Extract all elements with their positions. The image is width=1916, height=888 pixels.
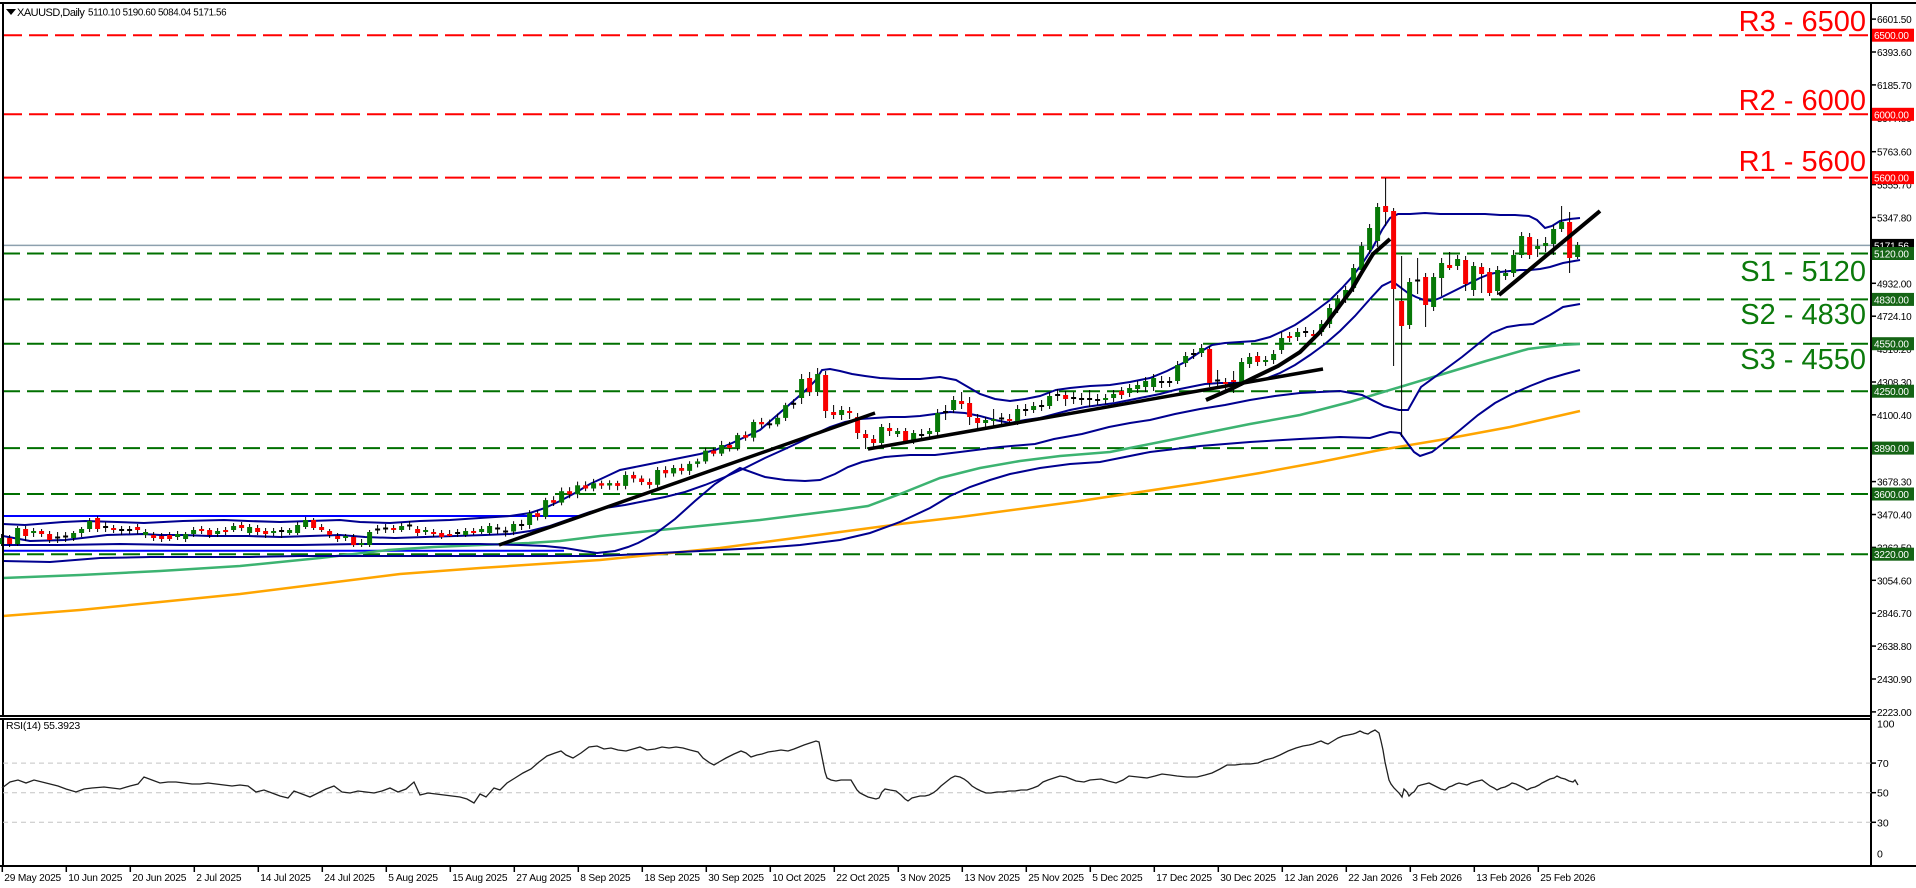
svg-text:22 Oct 2025: 22 Oct 2025: [836, 873, 890, 884]
svg-text:S1 - 5120: S1 - 5120: [1740, 256, 1866, 288]
svg-text:5347.80: 5347.80: [1877, 214, 1912, 225]
svg-text:3678.30: 3678.30: [1877, 478, 1912, 489]
svg-text:4516.20: 4516.20: [1877, 345, 1912, 356]
svg-text:3054.60: 3054.60: [1877, 576, 1912, 587]
svg-text:5120.00: 5120.00: [1874, 250, 1909, 261]
svg-text:2846.70: 2846.70: [1877, 609, 1912, 620]
svg-text:2223.00: 2223.00: [1877, 708, 1912, 719]
svg-text:20 Jun 2025: 20 Jun 2025: [132, 873, 186, 884]
svg-text:10 Oct 2025: 10 Oct 2025: [772, 873, 826, 884]
svg-text:30: 30: [1877, 817, 1889, 829]
svg-text:4100.40: 4100.40: [1877, 411, 1912, 422]
svg-text:4724.10: 4724.10: [1877, 312, 1912, 323]
svg-text:25 Feb 2026: 25 Feb 2026: [1540, 873, 1596, 884]
svg-text:100: 100: [1877, 719, 1895, 731]
svg-text:3470.40: 3470.40: [1877, 511, 1912, 522]
svg-text:5600.00: 5600.00: [1874, 174, 1909, 185]
svg-text:3890.00: 3890.00: [1874, 444, 1909, 455]
svg-text:15 Aug 2025: 15 Aug 2025: [452, 873, 508, 884]
svg-text:2 Jul 2025: 2 Jul 2025: [196, 873, 242, 884]
svg-text:4830.00: 4830.00: [1874, 295, 1909, 306]
svg-text:6000.00: 6000.00: [1874, 110, 1909, 121]
svg-text:6393.60: 6393.60: [1877, 48, 1912, 59]
svg-text:RSI(14) 55.3923: RSI(14) 55.3923: [6, 720, 80, 732]
svg-text:5763.60: 5763.60: [1877, 148, 1912, 159]
svg-text:4932.00: 4932.00: [1877, 279, 1912, 290]
svg-text:18 Sep 2025: 18 Sep 2025: [644, 873, 700, 884]
svg-text:3 Nov 2025: 3 Nov 2025: [900, 873, 951, 884]
svg-text:S2 - 4830: S2 - 4830: [1740, 299, 1866, 331]
svg-text:5110.10 5190.60 5084.04 5171.5: 5110.10 5190.60 5084.04 5171.56: [88, 8, 227, 19]
svg-text:5 Aug 2025: 5 Aug 2025: [388, 873, 438, 884]
svg-text:4550.00: 4550.00: [1874, 340, 1909, 351]
svg-text:R3 - 6500: R3 - 6500: [1739, 6, 1866, 38]
svg-text:5171.56: 5171.56: [1874, 241, 1909, 252]
svg-text:6601.50: 6601.50: [1877, 15, 1912, 26]
svg-text:5 Dec 2025: 5 Dec 2025: [1092, 873, 1143, 884]
svg-text:0: 0: [1877, 849, 1883, 861]
svg-text:30 Sep 2025: 30 Sep 2025: [708, 873, 764, 884]
svg-text:3600.00: 3600.00: [1874, 490, 1909, 501]
svg-text:S3 - 4550: S3 - 4550: [1740, 344, 1866, 376]
svg-text:29 May 2025: 29 May 2025: [4, 873, 61, 884]
svg-text:4250.00: 4250.00: [1874, 387, 1909, 398]
svg-text:6500.00: 6500.00: [1874, 31, 1909, 42]
svg-text:6185.70: 6185.70: [1877, 81, 1912, 92]
svg-text:XAUUSD,Daily: XAUUSD,Daily: [17, 7, 85, 19]
svg-text:13 Feb 2026: 13 Feb 2026: [1476, 873, 1532, 884]
svg-text:22 Jan 2026: 22 Jan 2026: [1348, 873, 1402, 884]
svg-text:50: 50: [1877, 788, 1889, 800]
svg-text:8 Sep 2025: 8 Sep 2025: [580, 873, 631, 884]
svg-text:25 Nov 2025: 25 Nov 2025: [1028, 873, 1084, 884]
svg-text:R2 - 6000: R2 - 6000: [1739, 85, 1866, 117]
svg-text:3 Feb 2026: 3 Feb 2026: [1412, 873, 1462, 884]
svg-text:2638.80: 2638.80: [1877, 642, 1912, 653]
svg-text:R1 - 5600: R1 - 5600: [1739, 146, 1866, 178]
svg-text:4308.30: 4308.30: [1877, 378, 1912, 389]
svg-text:10 Jun 2025: 10 Jun 2025: [68, 873, 122, 884]
svg-text:13 Nov 2025: 13 Nov 2025: [964, 873, 1020, 884]
svg-text:12 Jan 2026: 12 Jan 2026: [1284, 873, 1338, 884]
svg-text:17 Dec 2025: 17 Dec 2025: [1156, 873, 1212, 884]
svg-text:2430.90: 2430.90: [1877, 675, 1912, 686]
svg-text:70: 70: [1877, 758, 1889, 770]
svg-text:24 Jul 2025: 24 Jul 2025: [324, 873, 375, 884]
svg-text:27 Aug 2025: 27 Aug 2025: [516, 873, 572, 884]
svg-text:30 Dec 2025: 30 Dec 2025: [1220, 873, 1276, 884]
svg-text:14 Jul 2025: 14 Jul 2025: [260, 873, 311, 884]
svg-text:3220.00: 3220.00: [1874, 550, 1909, 561]
svg-text:5555.70: 5555.70: [1877, 181, 1912, 192]
